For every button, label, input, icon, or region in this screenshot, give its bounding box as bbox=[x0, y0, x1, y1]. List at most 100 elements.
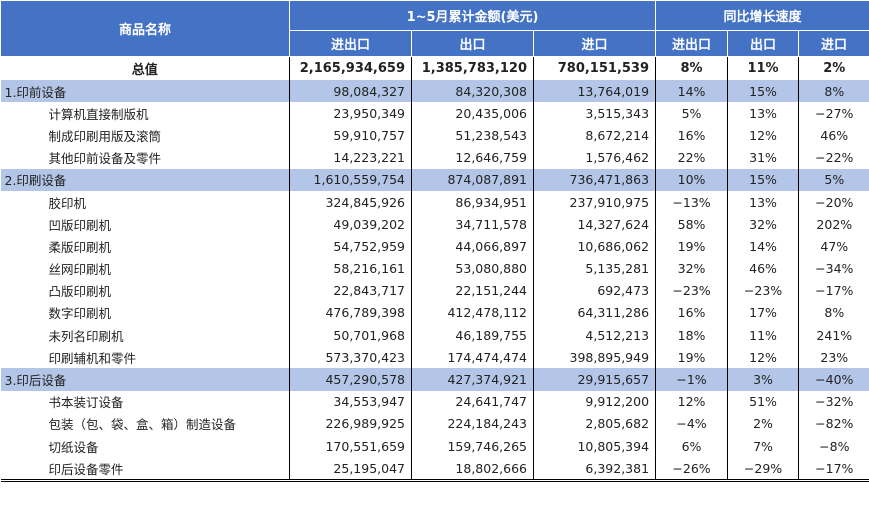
row-name: 印后设备零件 bbox=[0, 457, 290, 483]
cell: 15% bbox=[727, 168, 800, 191]
cell: 573,370,423 bbox=[289, 346, 412, 369]
cell: 18,802,666 bbox=[411, 457, 534, 483]
cell: 31% bbox=[727, 146, 800, 169]
cell: 412,478,112 bbox=[411, 301, 534, 325]
cell: −40% bbox=[798, 368, 869, 391]
cell: 6% bbox=[655, 435, 729, 458]
header-col: 出口 bbox=[727, 30, 800, 57]
cell: 53,080,880 bbox=[411, 257, 534, 280]
cell: 14% bbox=[655, 80, 729, 103]
cell: 46% bbox=[798, 124, 869, 147]
cell: 18% bbox=[655, 324, 729, 347]
cell: 58,216,161 bbox=[289, 257, 412, 280]
cell: 9,912,200 bbox=[532, 390, 657, 413]
header-name: 商品名称 bbox=[0, 0, 290, 57]
cell: 4,512,213 bbox=[532, 324, 657, 347]
cell: 159,746,265 bbox=[411, 435, 534, 458]
cell: −23% bbox=[727, 279, 800, 302]
cell: 780,151,539 bbox=[532, 56, 657, 80]
cell: 34,553,947 bbox=[289, 390, 412, 413]
table-row: 未列名印刷机 50,701,968 46,189,755 4,512,213 18% 11… bbox=[0, 324, 869, 347]
cell: 49,039,202 bbox=[289, 213, 412, 236]
cell: 84,320,308 bbox=[411, 80, 534, 103]
header-col: 进出口 bbox=[289, 30, 412, 57]
cell: 25,195,047 bbox=[289, 457, 412, 483]
cell: −23% bbox=[655, 279, 729, 302]
cell: 692,473 bbox=[532, 279, 657, 302]
cell: 13,764,019 bbox=[532, 80, 657, 103]
cell: 324,845,926 bbox=[289, 190, 412, 214]
cell: 5% bbox=[655, 102, 729, 125]
row-name: 书本装订设备 bbox=[0, 390, 290, 413]
cell: 202% bbox=[798, 213, 869, 236]
cell: 23,950,349 bbox=[289, 102, 412, 125]
cell: 58% bbox=[655, 213, 729, 236]
cell: 170,551,659 bbox=[289, 435, 412, 458]
table-row: 印后设备零件 25,195,047 18,802,666 6,392,381 −26% −… bbox=[0, 457, 869, 483]
table-row: 凸版印刷机 22,843,717 22,151,244 692,473 −23% −23%… bbox=[0, 279, 869, 302]
cell: −22% bbox=[798, 146, 869, 169]
cell: 11% bbox=[727, 324, 800, 347]
row-name: 凹版印刷机 bbox=[0, 213, 290, 236]
cell: 15% bbox=[727, 80, 800, 103]
cell: 12% bbox=[655, 390, 729, 413]
cell: 8% bbox=[798, 301, 869, 325]
cell: 19% bbox=[655, 235, 729, 258]
cell: 3,515,343 bbox=[532, 102, 657, 125]
cell: 1,576,462 bbox=[532, 146, 657, 169]
row-name: 丝网印刷机 bbox=[0, 257, 290, 280]
table-row: 柔版印刷机 54,752,959 44,066,897 10,686,062 19% 14… bbox=[0, 235, 869, 258]
row-name: 1.印前设备 bbox=[0, 80, 290, 103]
table-row: 切纸设备 170,551,659 159,746,265 10,805,394 6% 7%… bbox=[0, 435, 869, 458]
cell: 46% bbox=[727, 257, 800, 280]
category-row: 3.印后设备 457,290,578 427,374,921 29,915,657 −1… bbox=[0, 368, 869, 391]
cell: 2,805,682 bbox=[532, 412, 657, 435]
row-name: 切纸设备 bbox=[0, 435, 290, 458]
table-row: 胶印机 324,845,926 86,934,951 237,910,975 −13% 1… bbox=[0, 190, 869, 214]
trade-table: 商品名称 1~5月累计金额(美元) 同比增长速度 进出口 出口 进口 进出口 出… bbox=[0, 0, 869, 483]
row-name: 总值 bbox=[0, 56, 290, 80]
cell: 11% bbox=[727, 56, 800, 80]
table-row: 包装（包、袋、盒、箱）制造设备 226,989,925 224,184,243 2,8… bbox=[0, 412, 869, 435]
cell: 16% bbox=[655, 301, 729, 325]
cell: 12% bbox=[727, 346, 800, 369]
cell: 398,895,949 bbox=[532, 346, 657, 369]
cell: 476,789,398 bbox=[289, 301, 412, 325]
table-row: 其他印前设备及零件 14,223,221 12,646,759 1,576,462 22… bbox=[0, 146, 869, 169]
cell: −17% bbox=[798, 457, 869, 483]
header-col: 进口 bbox=[532, 30, 657, 57]
cell: 226,989,925 bbox=[289, 412, 412, 435]
cell: 12% bbox=[727, 124, 800, 147]
row-name: 凸版印刷机 bbox=[0, 279, 290, 302]
cell: 174,474,474 bbox=[411, 346, 534, 369]
cell: 86,934,951 bbox=[411, 190, 534, 214]
cell: 64,311,286 bbox=[532, 301, 657, 325]
category-row: 2.印刷设备 1,610,559,754 874,087,891 736,471,86… bbox=[0, 168, 869, 191]
cell: −4% bbox=[655, 412, 729, 435]
cell: 10% bbox=[655, 168, 729, 191]
cell: −29% bbox=[727, 457, 800, 483]
row-name: 胶印机 bbox=[0, 190, 290, 214]
cell: 2,165,934,659 bbox=[289, 56, 412, 80]
row-name: 包装（包、袋、盒、箱）制造设备 bbox=[0, 412, 290, 435]
cell: 98,084,327 bbox=[289, 80, 412, 103]
cell: −17% bbox=[798, 279, 869, 302]
cell: 14,223,221 bbox=[289, 146, 412, 169]
cell: 14,327,624 bbox=[532, 213, 657, 236]
cell: 8% bbox=[655, 56, 729, 80]
cell: −8% bbox=[798, 435, 869, 458]
row-name: 其他印前设备及零件 bbox=[0, 146, 290, 169]
cell: 46,189,755 bbox=[411, 324, 534, 347]
cell: 6,392,381 bbox=[532, 457, 657, 483]
row-name: 计算机直接制版机 bbox=[0, 102, 290, 125]
row-name: 柔版印刷机 bbox=[0, 235, 290, 258]
table-row: 数字印刷机 476,789,398 412,478,112 64,311,286 16%… bbox=[0, 301, 869, 325]
total-row: 总值 2,165,934,659 1,385,783,120 780,151,5… bbox=[0, 56, 869, 80]
row-name: 数字印刷机 bbox=[0, 301, 290, 325]
cell: 19% bbox=[655, 346, 729, 369]
cell: 7% bbox=[727, 435, 800, 458]
cell: 10,805,394 bbox=[532, 435, 657, 458]
table-row: 计算机直接制版机 23,950,349 20,435,006 3,515,343 5% 1… bbox=[0, 102, 869, 125]
row-name: 印刷辅机和零件 bbox=[0, 346, 290, 369]
header-growth-group: 同比增长速度 bbox=[655, 0, 869, 31]
